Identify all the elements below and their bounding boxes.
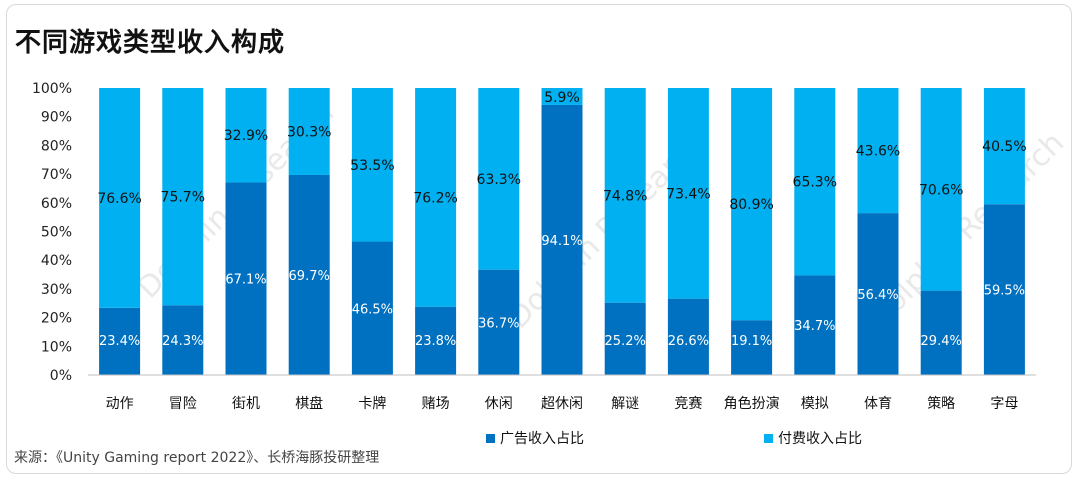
data-label-ad: 23.8% bbox=[415, 334, 456, 349]
data-label-paid: 65.3% bbox=[793, 175, 837, 191]
data-label-ad: 69.7% bbox=[289, 269, 330, 284]
y-tick-label: 70% bbox=[41, 167, 72, 183]
source-note: 来源：《Unity Gaming report 2022》、长桥海豚投研整理 bbox=[14, 450, 380, 466]
y-axis-ticks: 0% 10% 20% 30% 40% 50% 60% 70% 80% 90% 100% bbox=[32, 81, 72, 384]
y-tick-label: 0% bbox=[50, 368, 72, 384]
data-label-paid: 5.9% bbox=[544, 90, 580, 106]
bar-paid bbox=[604, 88, 646, 303]
data-label-paid: 76.6% bbox=[97, 191, 141, 207]
data-label-ad: 19.1% bbox=[731, 334, 772, 349]
bar-paid bbox=[731, 88, 773, 321]
data-label-ad: 23.4% bbox=[99, 334, 140, 349]
x-category-label: 棋盘 bbox=[295, 395, 323, 412]
x-category-label: 体育 bbox=[864, 396, 892, 412]
legend-label-ad: 广告收入占比 bbox=[500, 431, 584, 447]
bar-ad bbox=[731, 320, 773, 375]
y-tick-label: 10% bbox=[41, 339, 72, 355]
y-tick-label: 50% bbox=[41, 225, 72, 241]
bar-paid bbox=[983, 88, 1025, 205]
bars: 23.4% 76.6% 24.3% 75.7% 67.1% 32.9% 69.7% 30.3%… bbox=[97, 88, 1027, 376]
bar-ad bbox=[225, 182, 267, 375]
y-tick-label: 20% bbox=[41, 311, 72, 327]
x-category-label: 卡牌 bbox=[358, 395, 386, 412]
x-category-label: 动作 bbox=[106, 396, 134, 412]
bar-ad bbox=[920, 290, 962, 375]
data-label-ad: 59.5% bbox=[984, 284, 1025, 299]
y-tick-label: 100% bbox=[32, 81, 72, 97]
data-label-ad: 29.4% bbox=[921, 334, 962, 349]
bar-ad bbox=[541, 104, 583, 376]
legend-swatch-ad bbox=[486, 433, 495, 443]
bar-ad bbox=[162, 305, 204, 375]
data-label-paid: 74.8% bbox=[603, 188, 647, 204]
bar-ad bbox=[983, 204, 1025, 375]
bar-paid bbox=[478, 88, 520, 270]
data-label-ad: 25.2% bbox=[605, 334, 646, 349]
bar-paid bbox=[288, 88, 330, 175]
data-label-ad: 26.6% bbox=[668, 334, 709, 349]
data-label-paid: 53.5% bbox=[350, 158, 394, 174]
bar-paid bbox=[99, 88, 141, 308]
bar-ad bbox=[857, 213, 899, 375]
legend-item-paid: 付费收入占比 bbox=[764, 428, 862, 448]
x-category-label: 休闲 bbox=[485, 396, 513, 412]
bar-paid bbox=[857, 88, 899, 214]
bar-ad bbox=[415, 306, 457, 375]
data-label-paid: 80.9% bbox=[729, 197, 773, 213]
x-category-label: 解谜 bbox=[611, 396, 639, 412]
legend-swatch-paid bbox=[764, 433, 773, 443]
bar-paid bbox=[351, 88, 393, 242]
bar-ad bbox=[351, 241, 393, 375]
data-label-paid: 75.7% bbox=[161, 190, 205, 206]
legend-label-paid: 付费收入占比 bbox=[778, 431, 862, 447]
x-category-label: 策略 bbox=[927, 395, 955, 412]
data-label-paid: 70.6% bbox=[919, 182, 963, 198]
x-category-label: 超休闲 bbox=[541, 396, 583, 412]
data-label-ad: 94.1% bbox=[541, 234, 582, 249]
data-label-ad: 46.5% bbox=[352, 302, 393, 317]
y-tick-label: 90% bbox=[41, 110, 72, 126]
data-label-ad: 36.7% bbox=[478, 316, 519, 331]
y-tick-label: 30% bbox=[41, 282, 72, 298]
data-label-ad: 24.3% bbox=[162, 334, 203, 349]
y-tick-label: 80% bbox=[41, 138, 72, 154]
x-category-label: 赌场 bbox=[422, 396, 450, 412]
x-category-label: 字母 bbox=[990, 396, 1018, 412]
bar-ad bbox=[604, 302, 646, 375]
data-label-paid: 63.3% bbox=[477, 172, 521, 188]
bar-paid bbox=[225, 88, 267, 183]
x-category-label: 角色扮演 bbox=[724, 395, 780, 412]
data-label-paid: 32.9% bbox=[224, 128, 268, 144]
data-label-paid: 76.2% bbox=[413, 190, 457, 206]
chart-frame bbox=[6, 4, 1072, 474]
data-label-ad: 67.1% bbox=[225, 273, 266, 288]
y-tick-label: 40% bbox=[41, 253, 72, 269]
bar-ad bbox=[794, 275, 836, 375]
x-axis-labels: 动作 冒险 街机 棋盘 卡牌 赌场 休闲 超休闲 解谜 竞赛 角色扮演 模拟 体育 策略 字母 bbox=[106, 395, 1019, 412]
data-label-paid: 43.6% bbox=[856, 144, 900, 160]
bar-ad bbox=[99, 307, 141, 375]
bar-paid bbox=[920, 88, 962, 291]
bar-paid bbox=[162, 88, 204, 306]
data-label-ad: 34.7% bbox=[794, 319, 835, 334]
y-tick-label: 60% bbox=[41, 196, 72, 212]
data-label-paid: 40.5% bbox=[982, 139, 1026, 155]
x-category-label: 冒险 bbox=[169, 396, 197, 412]
bar-paid bbox=[541, 88, 583, 105]
x-category-label: 竞赛 bbox=[674, 395, 702, 412]
legend-item-ad: 广告收入占比 bbox=[486, 428, 584, 448]
chart-title: 不同游戏类型收入构成 bbox=[15, 28, 286, 58]
data-label-ad: 56.4% bbox=[857, 288, 898, 303]
bar-ad bbox=[288, 174, 330, 375]
x-category-label: 街机 bbox=[232, 396, 260, 412]
data-label-paid: 30.3% bbox=[287, 124, 331, 140]
bar-paid bbox=[794, 88, 836, 276]
data-label-paid: 73.4% bbox=[666, 186, 710, 202]
bar-ad bbox=[667, 298, 709, 375]
x-category-label: 模拟 bbox=[801, 396, 829, 412]
bar-ad bbox=[478, 269, 520, 375]
bar-paid bbox=[667, 88, 709, 299]
bar-paid bbox=[415, 88, 457, 307]
